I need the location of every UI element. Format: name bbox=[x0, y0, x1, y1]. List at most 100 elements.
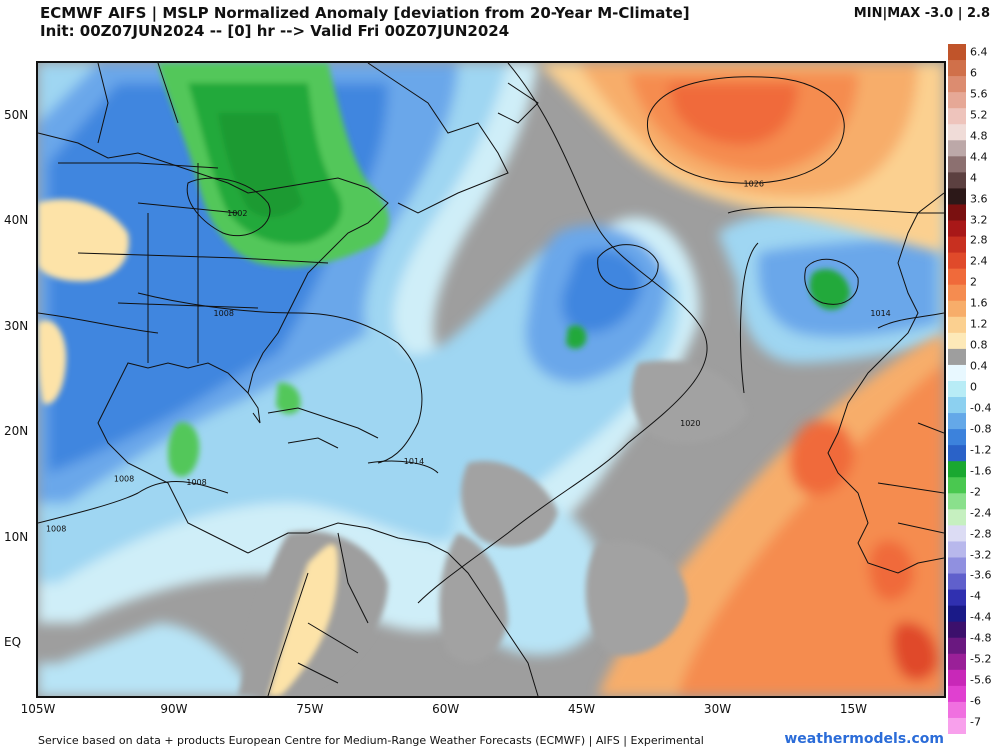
lat-label-20n: 20N bbox=[4, 424, 29, 439]
andes-positive-anomaly bbox=[268, 544, 338, 696]
lon-label-45w: 45W bbox=[568, 702, 596, 716]
color-swatch bbox=[948, 525, 966, 542]
isobar-1008-south bbox=[38, 480, 229, 524]
lat-label-eq: EQ bbox=[4, 635, 22, 650]
lat-label-10n: 10N bbox=[4, 529, 29, 544]
coastlines bbox=[38, 63, 944, 696]
color-swatch bbox=[948, 380, 966, 398]
color-scale-label: -4 bbox=[970, 589, 981, 603]
isobar-label-1020: 1020 bbox=[680, 419, 700, 428]
color-swatch bbox=[948, 220, 966, 238]
color-swatch bbox=[948, 509, 966, 526]
color-swatch bbox=[948, 653, 966, 671]
isobar-1014-mid bbox=[740, 242, 759, 394]
color-scale-label: -0.8 bbox=[970, 422, 992, 436]
anomaly-map: 1026 1002 1008 1014 1020 1014 1008 1008 1008 bbox=[38, 63, 944, 696]
color-swatch bbox=[948, 44, 966, 61]
color-swatch bbox=[948, 124, 966, 141]
isobar-low-ring-2 bbox=[804, 258, 859, 305]
lat-label-30n: 30N bbox=[4, 318, 29, 333]
isobar-label-1008: 1008 bbox=[186, 478, 206, 487]
chart-subtitle: Init: 00Z07JUN2024 -- [0] hr --> Valid F… bbox=[40, 22, 510, 40]
color-swatch bbox=[948, 493, 966, 510]
color-swatch bbox=[948, 236, 966, 254]
color-scale-label: 5.6 bbox=[970, 87, 988, 101]
isobar-1014-east bbox=[877, 312, 944, 329]
min-max-readout: MIN|MAX -3.0 | 2.8 bbox=[853, 6, 990, 21]
color-scale-label: -3.2 bbox=[970, 548, 992, 561]
color-scale-label: -7 bbox=[970, 715, 981, 729]
site-link[interactable]: weathermodels.com bbox=[784, 731, 944, 747]
color-scale-label: 3.2 bbox=[970, 213, 988, 226]
color-scale-label: -2.4 bbox=[970, 506, 992, 520]
color-swatch bbox=[948, 204, 966, 222]
lon-label-105w: 105W bbox=[20, 702, 56, 716]
data-credit: Service based on data + products Europea… bbox=[38, 734, 704, 747]
map-panel: 1026 1002 1008 1014 1020 1014 1008 1008 1008 bbox=[36, 61, 946, 698]
isobar-1020-east bbox=[727, 206, 944, 214]
sw-us-positive-anomaly bbox=[38, 199, 129, 282]
isobar-label-1014: 1014 bbox=[404, 457, 424, 466]
color-scale-label: 4.8 bbox=[970, 129, 988, 143]
isobar-1026-ring bbox=[646, 76, 845, 184]
color-swatch bbox=[948, 621, 966, 639]
color-scale-label: 2.8 bbox=[970, 233, 988, 247]
color-scale-label: -3.6 bbox=[970, 568, 992, 582]
color-swatch bbox=[948, 557, 966, 575]
color-scale-label: -4.4 bbox=[970, 610, 992, 624]
color-swatch bbox=[948, 76, 966, 93]
color-scale-label: -5.2 bbox=[970, 652, 992, 666]
color-swatch bbox=[948, 172, 966, 189]
isobar-low-ring-1 bbox=[597, 244, 659, 290]
color-scale-label: -0.4 bbox=[970, 401, 992, 415]
color-swatch bbox=[948, 397, 966, 414]
isobar-1008-west bbox=[38, 312, 159, 334]
color-scale-label: 6 bbox=[970, 66, 977, 80]
color-swatch bbox=[948, 541, 966, 558]
color-scale-label: -1.2 bbox=[970, 443, 992, 457]
color-swatch bbox=[948, 685, 966, 703]
color-swatch bbox=[948, 637, 966, 655]
color-swatch bbox=[948, 573, 966, 591]
chart-title: ECMWF AIFS | MSLP Normalized Anomaly [de… bbox=[40, 4, 690, 22]
color-swatch bbox=[948, 701, 966, 719]
color-swatch bbox=[948, 60, 966, 77]
color-scale-label: 1.2 bbox=[970, 317, 988, 331]
color-scale-label: -1.6 bbox=[970, 464, 992, 478]
color-swatch bbox=[948, 300, 966, 318]
color-scale-label: -5.6 bbox=[970, 673, 992, 687]
color-swatch bbox=[948, 252, 966, 270]
color-swatch bbox=[948, 284, 966, 302]
isobar-label-1002: 1002 bbox=[227, 209, 247, 218]
color-scale-label: -2.8 bbox=[970, 527, 992, 541]
mexico-positive-anomaly bbox=[38, 320, 67, 404]
color-scale-label: 4 bbox=[970, 171, 977, 185]
color-swatch bbox=[948, 316, 966, 334]
color-swatch bbox=[948, 108, 966, 125]
color-swatch bbox=[948, 268, 966, 286]
isobar-1008 bbox=[137, 292, 423, 464]
isobar-label-1008: 1008 bbox=[214, 309, 234, 318]
lon-label-60w: 60W bbox=[432, 702, 460, 716]
neutral-pockets bbox=[238, 360, 748, 696]
isobar-label-1014: 1014 bbox=[870, 309, 890, 318]
color-swatch bbox=[948, 413, 966, 430]
color-swatch bbox=[948, 589, 966, 607]
lon-label-15w: 15W bbox=[839, 702, 867, 716]
isobar-label-1026: 1026 bbox=[744, 179, 764, 188]
isobar-1014-carib bbox=[367, 460, 439, 474]
color-swatch bbox=[948, 188, 966, 205]
color-scale-label: 6.4 bbox=[970, 45, 988, 59]
isobar-label-1008: 1008 bbox=[114, 475, 134, 484]
color-scale-label: 4.4 bbox=[970, 150, 988, 164]
color-scale-label: 0.8 bbox=[970, 338, 988, 352]
isobar-label-1008: 1008 bbox=[46, 524, 66, 533]
color-scale-label: -6 bbox=[970, 694, 981, 708]
color-swatch bbox=[948, 92, 966, 109]
color-scale-label: 1.6 bbox=[970, 296, 988, 310]
lon-label-30w: 30W bbox=[703, 702, 732, 716]
color-scale-label: 3.6 bbox=[970, 192, 988, 206]
lat-label-40n: 40N bbox=[4, 213, 29, 228]
color-scale-label: 2.4 bbox=[970, 254, 988, 268]
isobar-labels: 1026 1002 1008 1014 1020 1014 1008 1008 1008 bbox=[46, 179, 891, 533]
